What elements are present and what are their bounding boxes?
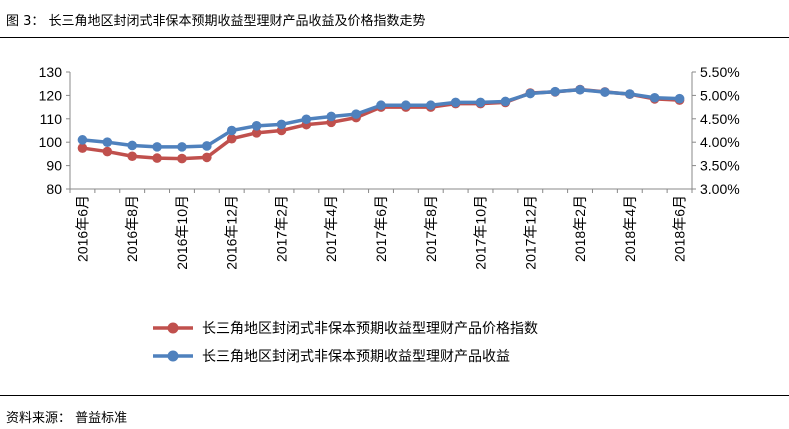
series-1-point <box>177 142 187 152</box>
series-1-point <box>376 100 386 111</box>
series-1-point <box>77 135 88 145</box>
axes <box>66 71 696 193</box>
left-tick-label: 80 <box>46 181 62 197</box>
series-1-point <box>500 96 511 107</box>
x-tick-label: 2017年4月 <box>323 195 339 262</box>
series-1-point <box>301 114 312 125</box>
series-line-1 <box>82 88 680 149</box>
left-tick-label: 90 <box>46 158 62 174</box>
x-tick-label: 2016年12月 <box>224 195 240 270</box>
x-tick-label: 2016年8月 <box>124 195 140 262</box>
series-0-point <box>127 151 137 162</box>
series-1-point <box>351 109 361 119</box>
series-1-point <box>401 100 411 111</box>
series-1-point <box>326 111 337 122</box>
x-tick-label: 2017年6月 <box>373 195 389 262</box>
figure-caption: 图 3： 长三角地区封闭式非保本预期收益型理财产品收益及价格指数走势 <box>6 14 426 29</box>
x-tick-label: 2017年2月 <box>273 195 289 262</box>
series-1-point <box>202 141 212 151</box>
legend-label-0: 长三角地区封闭式非保本预期收益型理财产品价格指数 <box>202 321 538 337</box>
series-0-point <box>251 128 262 138</box>
series-1-point <box>550 86 560 97</box>
series-0-point <box>177 153 187 164</box>
right-tick-label: 5.00% <box>700 87 740 103</box>
x-tick-label: 2017年10月 <box>473 195 489 270</box>
series-lines <box>77 84 685 164</box>
series-1-point <box>127 140 137 151</box>
series-1-point <box>475 97 486 108</box>
series-1-point <box>575 84 585 95</box>
x-tick-label: 2018年2月 <box>572 195 588 262</box>
series-1-point <box>102 137 113 147</box>
right-tick-label: 4.50% <box>700 111 740 127</box>
series-1-point <box>625 89 635 99</box>
series-0-point <box>77 143 88 153</box>
x-tick-label: 2018年4月 <box>622 195 638 262</box>
left-tick-label: 130 <box>39 64 63 80</box>
x-tick-label: 2018年6月 <box>672 195 688 262</box>
right-tick-label: 4.00% <box>700 134 740 150</box>
series-1-point <box>226 125 237 136</box>
source-note: 资料来源： 普益标准 <box>6 411 128 426</box>
series-1-point <box>600 87 610 97</box>
x-tick-label: 2016年6月 <box>74 195 90 262</box>
series-1-point <box>251 121 262 131</box>
series-0-point <box>152 153 162 163</box>
top-rule <box>0 37 789 38</box>
tick-labels: 80 90 100 110 120 130 3.00% 3.50% 4.00% 4.50% 5.00… <box>39 64 740 270</box>
x-tick-label: 2017年12月 <box>522 195 538 270</box>
series-1-point <box>525 88 536 99</box>
right-tick-label: 3.00% <box>700 181 740 197</box>
series-1-point <box>649 92 660 103</box>
series-0-point <box>202 152 212 163</box>
left-tick-label: 110 <box>40 111 63 127</box>
series-0-point <box>102 146 113 157</box>
legend: 长三角地区封闭式非保本预期收益型理财产品价格指数长三角地区封闭式非保本预期收益型… <box>153 321 538 365</box>
right-tick-label: 3.50% <box>700 158 740 174</box>
right-tick-label: 5.50% <box>700 64 740 80</box>
series-1-point <box>152 142 162 152</box>
series-1-point <box>276 119 287 130</box>
bottom-rule <box>0 395 789 396</box>
series-1-point <box>674 93 685 104</box>
legend-swatch-marker-1 <box>167 350 179 362</box>
x-tick-label: 2016年10月 <box>174 195 190 270</box>
left-tick-label: 120 <box>39 87 63 103</box>
legend-label-1: 长三角地区封闭式非保本预期收益型理财产品收益 <box>202 349 510 365</box>
series-1-point <box>425 100 436 111</box>
legend-swatch-marker-0 <box>167 322 179 334</box>
series-1-point <box>450 97 461 108</box>
series-0-point <box>226 133 237 144</box>
left-tick-label: 100 <box>39 134 63 150</box>
x-tick-label: 2017年8月 <box>423 195 439 262</box>
